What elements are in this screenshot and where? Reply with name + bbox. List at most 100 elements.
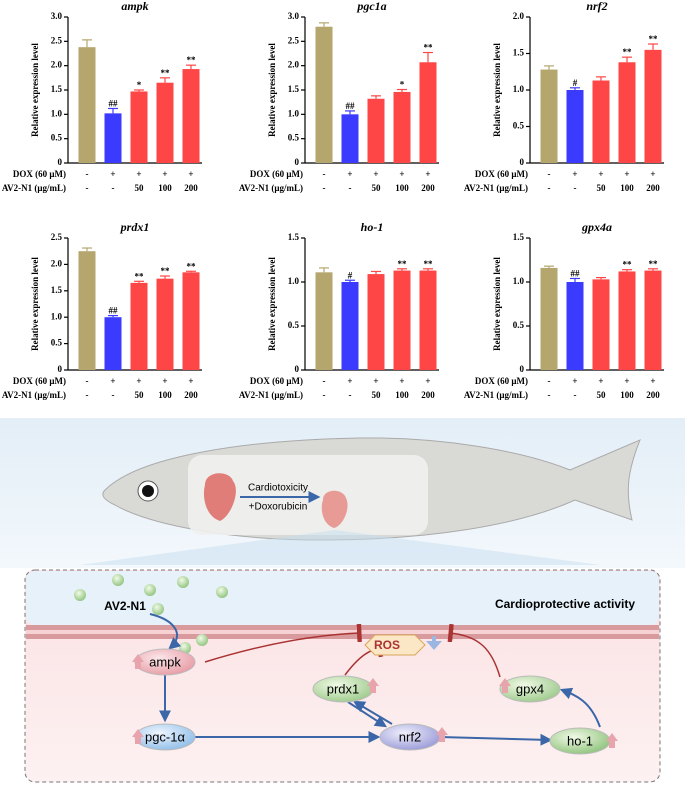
- molecules: [74, 574, 228, 654]
- fish-window: [188, 455, 428, 535]
- treatment-label: AV2-N1 (μg/mL): [464, 390, 528, 400]
- chart-title: nrf2: [586, 0, 607, 13]
- bar: [592, 80, 610, 163]
- bar: [393, 91, 411, 163]
- significance-label: **: [161, 266, 171, 276]
- treatment-label: DOX (60 μM): [250, 169, 303, 179]
- treatment-value: +: [162, 169, 167, 179]
- node-label: pgc-1α: [145, 729, 186, 744]
- bar: [182, 69, 200, 163]
- treatment-value: -: [112, 183, 115, 193]
- treatment-value: -: [86, 390, 89, 400]
- chart-title: pgc1a: [356, 0, 386, 13]
- significance-label: ##: [571, 269, 581, 279]
- y-tick-label: 2.0: [51, 258, 63, 268]
- bar: [393, 270, 411, 370]
- bar: [618, 271, 636, 370]
- significance-label: **: [135, 271, 145, 281]
- node-label: nrf2: [399, 729, 421, 744]
- y-tick-label: 1.5: [51, 285, 63, 295]
- treatment-value: +: [162, 376, 167, 386]
- treatment-value: +: [188, 169, 193, 179]
- treatment-label: AV2-N1 (μg/mL): [239, 183, 303, 193]
- bar: [315, 26, 333, 163]
- treatment-label: DOX (60 μM): [475, 376, 528, 386]
- y-tick-label: 0: [58, 157, 63, 167]
- treatment-value: 50: [597, 183, 607, 193]
- compound-label: AV2-N1: [104, 599, 146, 613]
- y-axis-label: Relative expression level: [30, 43, 40, 137]
- y-tick-label: 1.5: [288, 84, 300, 94]
- y-tick-label: 0.5: [51, 133, 63, 143]
- treatment-value: +: [650, 169, 655, 179]
- treatment-value: 100: [395, 390, 409, 400]
- y-tick-label: 0.5: [288, 133, 300, 143]
- treatment-value: +: [399, 169, 404, 179]
- bar: [644, 270, 662, 370]
- treatment-label: AV2-N1 (μg/mL): [239, 390, 303, 400]
- treatment-value: +: [425, 376, 430, 386]
- y-tick-label: 2.0: [513, 11, 525, 21]
- bar: [341, 282, 359, 370]
- treatment-value: +: [624, 169, 629, 179]
- significance-label: ##: [109, 306, 119, 316]
- significance-label: **: [649, 34, 659, 44]
- y-tick-label: 0.5: [288, 320, 300, 330]
- chart-title: ampk: [121, 0, 148, 13]
- treatment-value: 200: [646, 390, 660, 400]
- significance-label: **: [623, 260, 633, 270]
- up-arrow: [499, 678, 511, 693]
- bar: [156, 278, 174, 370]
- y-tick-label: 2.5: [288, 35, 300, 45]
- treatment-label: AV2-N1 (μg/mL): [464, 183, 528, 193]
- y-tick-label: 0.5: [51, 338, 63, 348]
- treatment-value: +: [624, 376, 629, 386]
- y-tick-label: 2.5: [51, 232, 63, 242]
- y-tick-label: 0.5: [513, 121, 525, 131]
- treatment-value: 100: [158, 183, 172, 193]
- treatment-value: +: [572, 376, 577, 386]
- treatment-value: 50: [372, 183, 382, 193]
- y-axis-label: Relative expression level: [492, 43, 502, 137]
- ros-label: ROS: [374, 638, 400, 652]
- treatment-value: -: [574, 390, 577, 400]
- bar: [540, 267, 558, 370]
- significance-label: ##: [109, 99, 119, 109]
- treatment-label: DOX (60 μM): [13, 169, 66, 179]
- heart-icon: [321, 490, 348, 528]
- up-arrow: [606, 733, 618, 748]
- y-tick-label: 2.5: [51, 35, 63, 45]
- bar: [367, 98, 385, 163]
- significance-label: **: [398, 259, 408, 269]
- y-axis-label: Relative expression level: [492, 257, 502, 351]
- bar: [104, 113, 122, 163]
- chart-title: ho-1: [361, 220, 384, 234]
- y-tick-label: 0.5: [513, 320, 525, 330]
- treatment-value: 100: [620, 183, 634, 193]
- node-label: ampk: [149, 654, 181, 669]
- treatment-value: +: [136, 376, 141, 386]
- significance-label: #: [573, 78, 578, 88]
- treatment-value: +: [110, 169, 115, 179]
- node-label: prdx1: [327, 681, 360, 696]
- bar: [156, 82, 174, 163]
- y-tick-label: 0: [520, 364, 525, 374]
- treatment-value: 50: [597, 390, 607, 400]
- treatment-value: +: [572, 169, 577, 179]
- up-arrow: [436, 727, 448, 742]
- up-arrow: [132, 729, 144, 744]
- chart-title: prdx1: [120, 220, 150, 234]
- significance-label: **: [424, 43, 434, 53]
- treatment-value: -: [86, 376, 89, 386]
- significance-label: **: [623, 47, 633, 57]
- up-arrow: [367, 678, 379, 693]
- treatment-value: 200: [184, 390, 198, 400]
- treatment-value: -: [323, 390, 326, 400]
- y-tick-label: 1.0: [288, 276, 300, 286]
- bar: [182, 272, 200, 370]
- arrows: [159, 675, 601, 746]
- heart-icon: [203, 473, 236, 521]
- bar: [341, 114, 359, 163]
- treatment-value: +: [598, 376, 603, 386]
- bar: [315, 272, 333, 370]
